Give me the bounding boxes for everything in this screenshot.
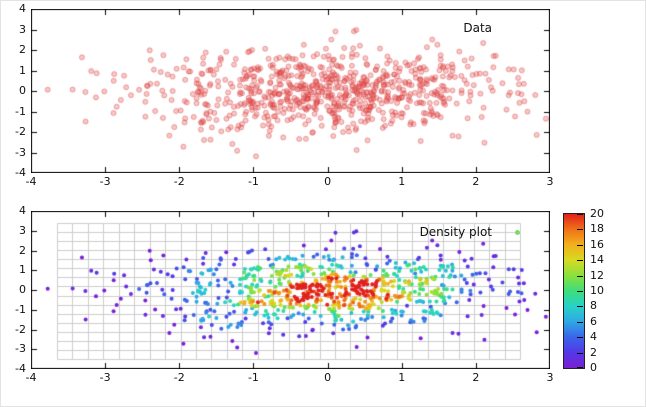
y-tick-label: 2 bbox=[19, 43, 26, 56]
y-tick-label: -2 bbox=[15, 322, 26, 336]
colorbar-tick-mark bbox=[577, 260, 583, 261]
x-tick-label: -4 bbox=[25, 175, 37, 188]
x-tick-label: -1 bbox=[247, 175, 259, 188]
y-tick-label: 3 bbox=[19, 223, 26, 237]
colorbar-tick-label: 16 bbox=[590, 238, 604, 251]
x-tick-label: -2 bbox=[173, 371, 185, 384]
colorbar-gradient bbox=[563, 213, 585, 369]
y-tick-label: 1 bbox=[19, 63, 26, 77]
legend-density-label: Density plot bbox=[419, 225, 492, 239]
colorbar-tick-mark bbox=[577, 337, 583, 338]
colorbar-tick-mark bbox=[577, 291, 583, 292]
y-tick-label: -4 bbox=[15, 362, 26, 375]
density-plot: Density plot -4 -3 -2 -1 0 1 2 3 -4 -3 -2 -1 0 1 2 3 4 bbox=[15, 205, 553, 384]
x-tick-label: 3 bbox=[546, 371, 554, 384]
colorbar-tick-mark bbox=[577, 276, 583, 277]
colorbar-tick-label: 6 bbox=[590, 315, 597, 328]
colorbar-tick-label: 12 bbox=[590, 269, 604, 282]
y-tick-label: -2 bbox=[15, 125, 26, 138]
colorbar-tick-mark bbox=[577, 214, 583, 215]
x-tick-label: -3 bbox=[99, 371, 111, 384]
y-tick-label: -1 bbox=[15, 104, 26, 118]
legend-sample-point bbox=[515, 230, 520, 235]
colorbar-tick-label: 0 bbox=[590, 361, 597, 374]
x-tick-label: -2 bbox=[173, 175, 185, 188]
y-tick-label: -1 bbox=[15, 302, 26, 316]
colorbar-tick-label: 18 bbox=[590, 222, 604, 235]
legend-data-label: Data bbox=[463, 21, 492, 35]
y-axis-tick-labels: -4 -3 -2 -1 0 1 2 3 4 bbox=[1, 3, 26, 179]
y-tick-label: 2 bbox=[19, 243, 26, 257]
x-tick-label: 3 bbox=[546, 175, 554, 188]
colorbar-tick-mark bbox=[577, 306, 583, 307]
colorbar-tick-label: 2 bbox=[590, 346, 597, 359]
data-scatter-canvas bbox=[31, 9, 550, 173]
y-tick-label: -3 bbox=[15, 145, 26, 159]
y-tick-label: -3 bbox=[15, 342, 26, 356]
y-tick-label: 1 bbox=[19, 263, 26, 277]
y-tick-label: -4 bbox=[15, 166, 26, 179]
x-axis-tick-labels: -4 -3 -2 -1 0 1 2 3 bbox=[26, 371, 554, 388]
colorbar-tick-label: 8 bbox=[590, 299, 597, 312]
x-tick-label: 1 bbox=[398, 371, 406, 384]
x-tick-label: -4 bbox=[25, 371, 37, 384]
y-axis-tick-labels: -4 -3 -2 -1 0 1 2 3 4 bbox=[1, 205, 26, 375]
colorbar-tick-mark bbox=[577, 353, 583, 354]
colorbar-tick-label: 14 bbox=[590, 253, 604, 266]
colorbar-tick-mark bbox=[577, 367, 583, 368]
colorbar: 0 2 4 6 8 10 12 14 16 18 20 bbox=[563, 208, 645, 374]
y-tick-label: 4 bbox=[19, 2, 26, 15]
colorbar-tick-label: 4 bbox=[590, 330, 597, 343]
colorbar-tick-mark bbox=[577, 229, 583, 230]
x-tick-label: 1 bbox=[398, 175, 406, 188]
colorbar-tick-mark bbox=[577, 245, 583, 246]
x-tick-label: 2 bbox=[472, 175, 480, 188]
colorbar-tick-label: 10 bbox=[590, 284, 604, 297]
x-axis-tick-labels: -4 -3 -2 -1 0 1 2 3 bbox=[26, 175, 554, 192]
colorbar-tick-label: 20 bbox=[590, 207, 604, 220]
x-tick-label: 2 bbox=[472, 371, 480, 384]
x-tick-label: 0 bbox=[324, 175, 332, 188]
x-tick-label: -1 bbox=[247, 371, 259, 384]
y-tick-label: 4 bbox=[19, 204, 26, 217]
data-plot: Data -4 -3 -2 -1 0 1 2 3 -4 -3 -2 -1 0 1 2 3 4 bbox=[15, 3, 553, 188]
colorbar-tick-mark bbox=[577, 322, 583, 323]
y-tick-label: 0 bbox=[19, 283, 26, 296]
x-tick-label: 0 bbox=[324, 371, 332, 384]
density-scatter-canvas bbox=[31, 211, 550, 369]
x-tick-label: -3 bbox=[99, 175, 111, 188]
y-tick-label: 0 bbox=[19, 84, 26, 97]
y-tick-label: 3 bbox=[19, 22, 26, 36]
